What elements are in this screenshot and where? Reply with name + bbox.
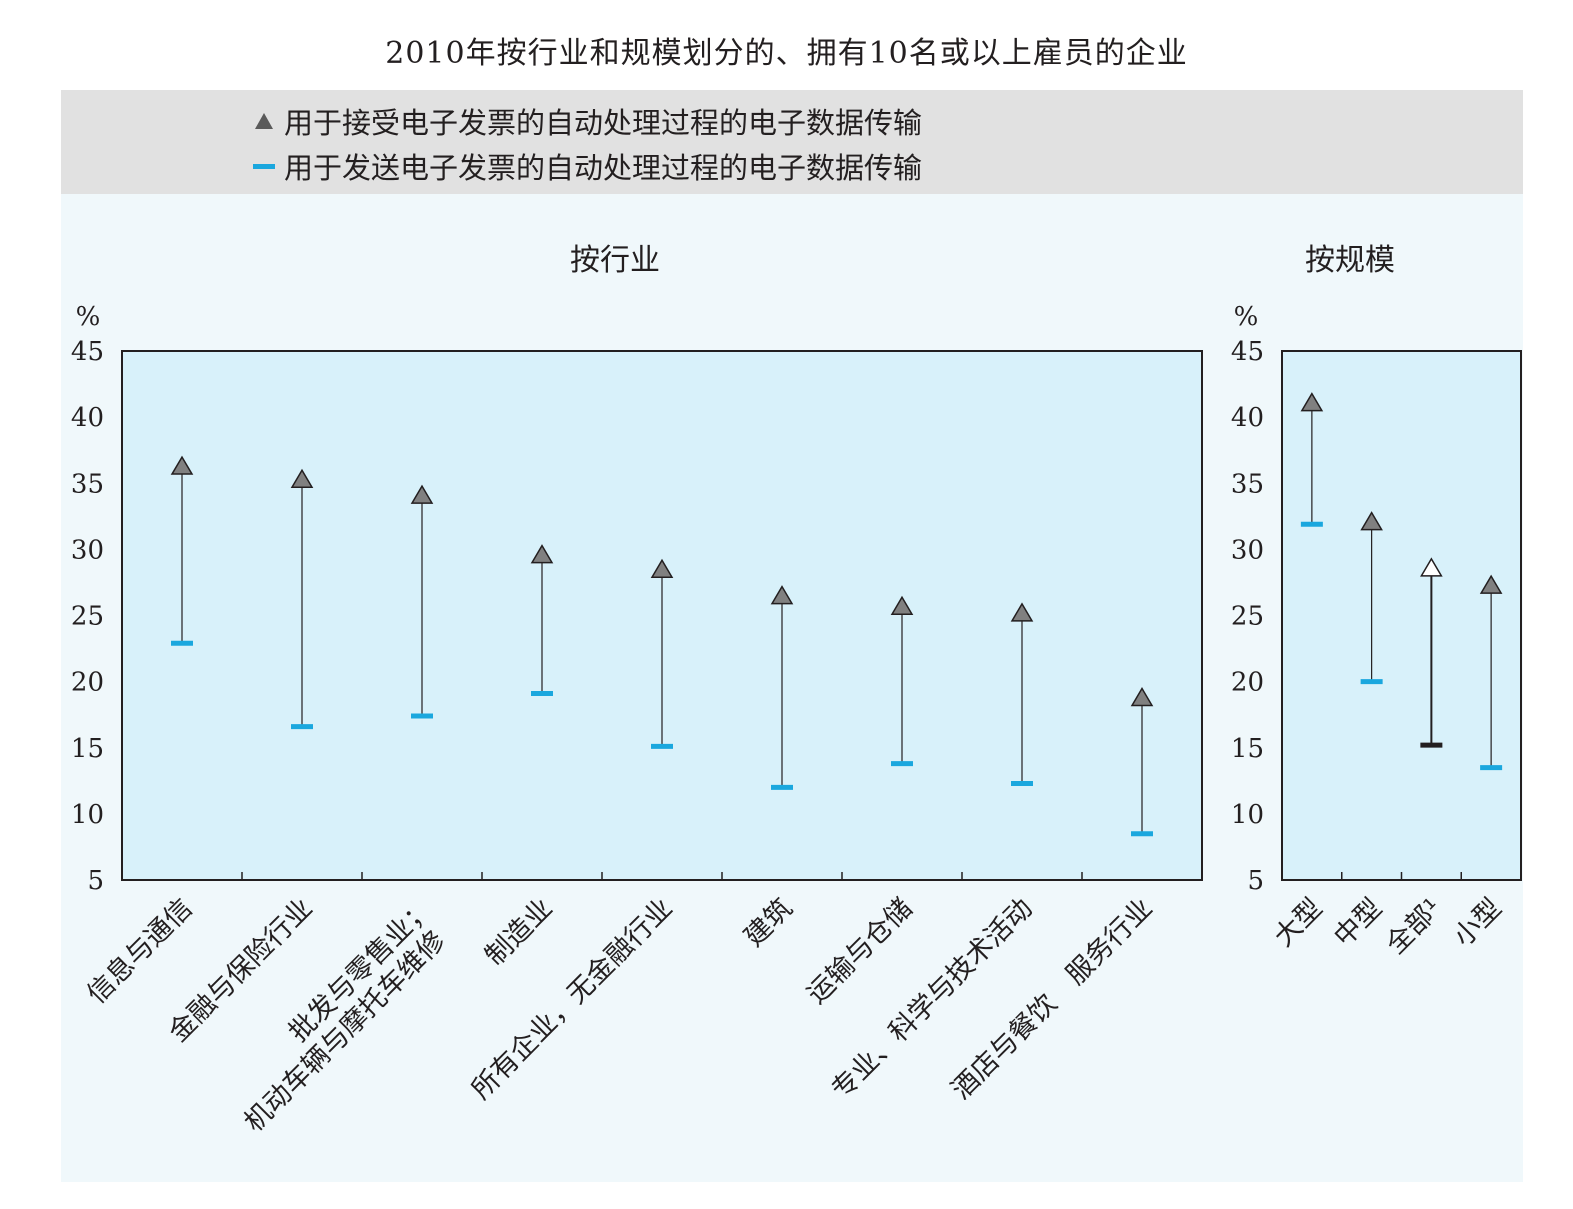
y-tick-label: 30 [1231,535,1264,565]
x-category-label: 所有企业，无金融行业 [466,893,679,1106]
y-tick-label: 35 [71,469,104,499]
x-category-label-line: 所有企业，无金融行业 [466,893,679,1106]
x-category-label-line: 中型 [1328,893,1388,953]
plot-area-size [1281,350,1522,881]
receive-marker [290,468,314,489]
y-tick-label: 45 [71,337,104,367]
x-category-label: 运输与仓储 [801,893,918,1010]
receive-marker [1479,574,1503,594]
receive-marker [1130,687,1154,707]
legend-label-receive: 用于接受电子发票的自动处理过程的电子数据传输 [284,106,923,140]
receive-marker [530,544,554,564]
receive-marker [770,585,794,605]
y-tick-label: 10 [71,800,104,830]
y-tick-label: 20 [71,668,104,698]
x-category-label-line: 全部¹ [1380,893,1448,961]
receive-marker [890,595,914,615]
y-tick-label: 20 [1231,668,1264,698]
x-category-label: 信息与通信 [81,893,198,1010]
y-tick-label: 15 [71,734,104,764]
x-category-label: 专业、科学与技术活动 [826,893,1039,1106]
x-category-label-line: 建筑 [739,893,799,953]
x-category-label: 制造业 [479,893,558,972]
receive-marker [1360,511,1383,531]
receive-marker [1010,602,1034,622]
x-category-label: 小型 [1448,893,1508,953]
x-category-label: 批发与零售业；机动车辆与摩托车维修 [238,893,451,1138]
receive-marker [1300,392,1324,412]
legend-item-send: 用于发送电子发票的自动处理过程的电子数据传输 [250,145,922,187]
y-tick-label: 5 [1247,866,1264,896]
y-axis-unit-industry: % [76,302,101,332]
x-category-label: 中型 [1328,893,1388,953]
y-tick-label: 40 [71,403,104,433]
x-category-label: 全部¹ [1380,893,1448,961]
panel-title-size: 按规模 [1305,243,1395,278]
receive-marker [650,558,674,578]
y-tick-label: 45 [1231,337,1264,367]
legend-item-receive: 用于接受电子发票的自动处理过程的电子数据传输 [250,100,922,142]
y-tick-label: 25 [71,602,104,632]
y-tick-label: 10 [1231,800,1264,830]
y-tick-label: 30 [71,535,104,565]
triangle-icon [250,113,278,129]
x-category-label-line: 运输与仓储 [801,893,918,1010]
y-axis-unit-size: % [1234,302,1259,332]
x-category-label-line: 制造业 [479,893,558,972]
y-tick-label: 25 [1231,602,1264,632]
x-category-label-line: 信息与通信 [81,893,198,1010]
x-category-label-line: 酒店与餐饮 服务行业 [946,893,1159,1106]
x-category-label-line: 大型 [1268,893,1328,953]
x-category-label: 酒店与餐饮 服务行业 [946,893,1159,1106]
y-tick-label: 5 [87,866,104,896]
x-category-label-line: 小型 [1448,893,1508,953]
receive-marker [170,455,194,475]
x-category-label: 大型 [1268,893,1328,953]
y-tick-label: 15 [1231,734,1264,764]
panel-title-industry: 按行业 [570,243,660,278]
x-category-label: 建筑 [739,893,799,953]
y-tick-label: 40 [1231,403,1264,433]
x-category-label-line: 专业、科学与技术活动 [826,893,1039,1106]
legend-box [61,90,1523,194]
dash-icon [250,163,278,169]
page-title: 2010年按行业和规模划分的、拥有10名或以上雇员的企业 [385,36,1188,71]
receive-marker [410,484,434,504]
legend-label-send: 用于发送电子发票的自动处理过程的电子数据传输 [284,151,923,185]
receive-marker [1420,557,1443,577]
y-tick-label: 35 [1231,469,1264,499]
